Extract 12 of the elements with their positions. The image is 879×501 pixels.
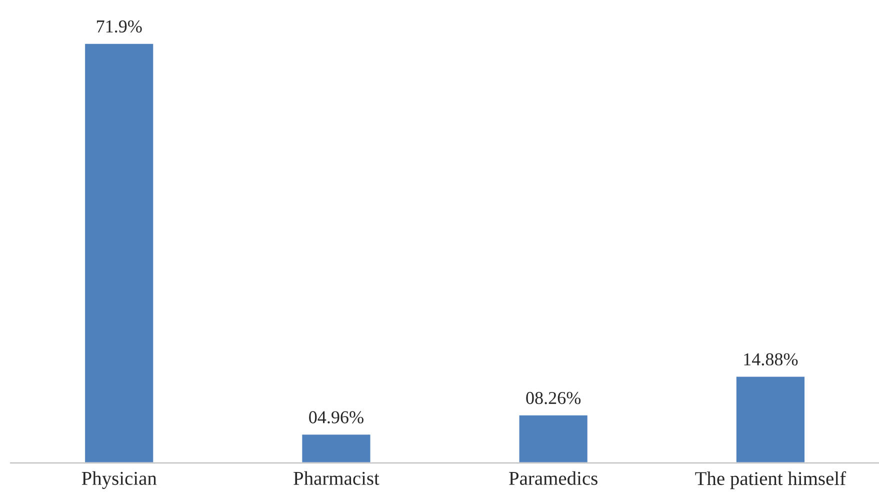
bar [84, 42, 155, 463]
data-label: 08.26% [526, 392, 581, 404]
data-label: 14.88% [744, 353, 798, 366]
bar [735, 375, 806, 463]
x-tick-label: Paramedics [509, 471, 598, 485]
bar [518, 414, 589, 463]
x-tick-label: Physician [82, 471, 157, 489]
x-tick-label: The patient himself [695, 471, 846, 490]
data-label: 04.96% [309, 411, 364, 424]
x-tick-label: Pharmacist [294, 471, 380, 485]
data-label: 71.9% [96, 20, 142, 33]
bar [300, 433, 372, 463]
